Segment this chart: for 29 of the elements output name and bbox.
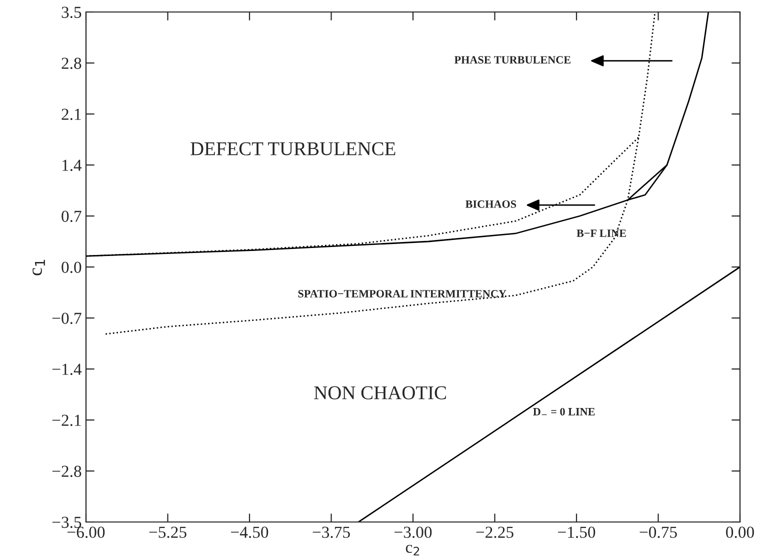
annotation: B−F LINE	[576, 230, 626, 237]
x-tick-label: −5.25	[149, 526, 186, 538]
y-tick-label: −3.5	[52, 516, 82, 528]
x-tick-label: −0.75	[640, 526, 677, 538]
x-tick-label: −3.75	[312, 526, 350, 538]
x-tick-label: −4.50	[231, 526, 268, 538]
y-tick-label: 1.4	[62, 160, 82, 172]
y-tick-label: −2.8	[52, 466, 82, 478]
annotation: DEFECT TURBULENCE	[190, 142, 396, 156]
x-tick-label: −2.25	[476, 526, 514, 538]
y-axis-title: c$_{1}$	[32, 260, 45, 276]
annotation: PHASE TURBULENCE	[454, 56, 570, 64]
annotation: BICHAOS	[465, 200, 516, 208]
x-axis-title: c$_{2}$	[406, 544, 420, 556]
y-tick-label: 0.7	[62, 210, 82, 222]
y-tick-label: 2.8	[62, 58, 82, 70]
y-tick-label: 2.1	[62, 108, 81, 120]
annotation: NON CHAOTIC	[314, 386, 446, 400]
x-tick-label: −3.00	[394, 526, 432, 538]
x-tick-label: −1.50	[558, 526, 596, 538]
y-tick-label: 3.5	[62, 6, 82, 18]
x-tick-label: 0.00	[726, 526, 754, 538]
annotation: D$_{−}$ = 0 LINE	[533, 408, 595, 416]
y-tick-label: −1.4	[52, 364, 82, 376]
y-tick-label: −2.1	[52, 414, 81, 426]
annotation: SPATIO−TEMPORAL INTERMITTENCY	[298, 290, 506, 298]
y-tick-label: 0.0	[62, 262, 82, 274]
x-tick-label: −6.00	[68, 526, 105, 538]
y-tick-label: −0.7	[52, 312, 82, 324]
